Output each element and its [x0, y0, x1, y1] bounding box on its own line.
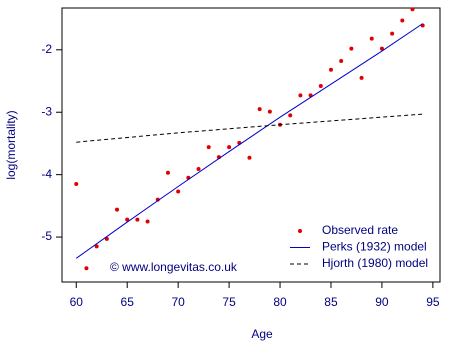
data-point	[247, 155, 252, 160]
x-tick-label: 60	[70, 295, 84, 309]
data-point	[206, 145, 211, 150]
data-point	[400, 18, 405, 23]
x-tick-label: 90	[375, 295, 389, 309]
data-point	[298, 93, 303, 98]
x-tick-label: 65	[121, 295, 135, 309]
data-point	[104, 236, 109, 241]
x-axis-label: Age	[251, 327, 273, 341]
model-line	[75, 23, 423, 259]
y-axis-label: log(mortality)	[4, 110, 18, 179]
legend-label: Observed rate	[322, 223, 398, 237]
data-point	[359, 75, 364, 80]
legend-label: Perks (1932) model	[322, 240, 427, 254]
x-tick-label: 70	[171, 295, 185, 309]
x-tick-label: 75	[222, 295, 236, 309]
x-tick-label: 80	[273, 295, 287, 309]
model-line	[76, 113, 423, 143]
data-point	[94, 244, 99, 249]
y-tick-label: -4	[41, 167, 52, 181]
data-point	[165, 170, 170, 175]
data-point	[410, 7, 415, 12]
data-point	[328, 67, 333, 72]
y-tick-label: -3	[41, 104, 52, 118]
data-point	[84, 266, 89, 271]
y-tick-label: -2	[41, 42, 52, 56]
data-point	[390, 31, 395, 36]
data-point	[145, 219, 150, 224]
data-point	[267, 109, 272, 114]
data-point	[339, 59, 344, 64]
legend-label: Hjorth (1980) model	[322, 256, 428, 270]
data-point	[369, 36, 374, 41]
legend-symbol	[298, 229, 302, 233]
data-point	[74, 182, 79, 187]
data-point	[349, 46, 354, 51]
x-tick-label: 95	[426, 295, 440, 309]
data-point	[288, 113, 293, 118]
copyright-annotation: © www.longevitas.co.uk	[110, 260, 238, 274]
data-point	[379, 46, 384, 51]
data-point	[176, 189, 181, 194]
y-tick-label: -5	[41, 229, 52, 243]
data-point	[196, 167, 201, 172]
data-point	[227, 145, 232, 150]
data-point	[135, 217, 140, 222]
data-point	[115, 207, 120, 212]
data-point	[318, 84, 323, 89]
data-point	[125, 217, 130, 222]
x-tick-label: 85	[324, 295, 338, 309]
data-point	[257, 107, 262, 112]
